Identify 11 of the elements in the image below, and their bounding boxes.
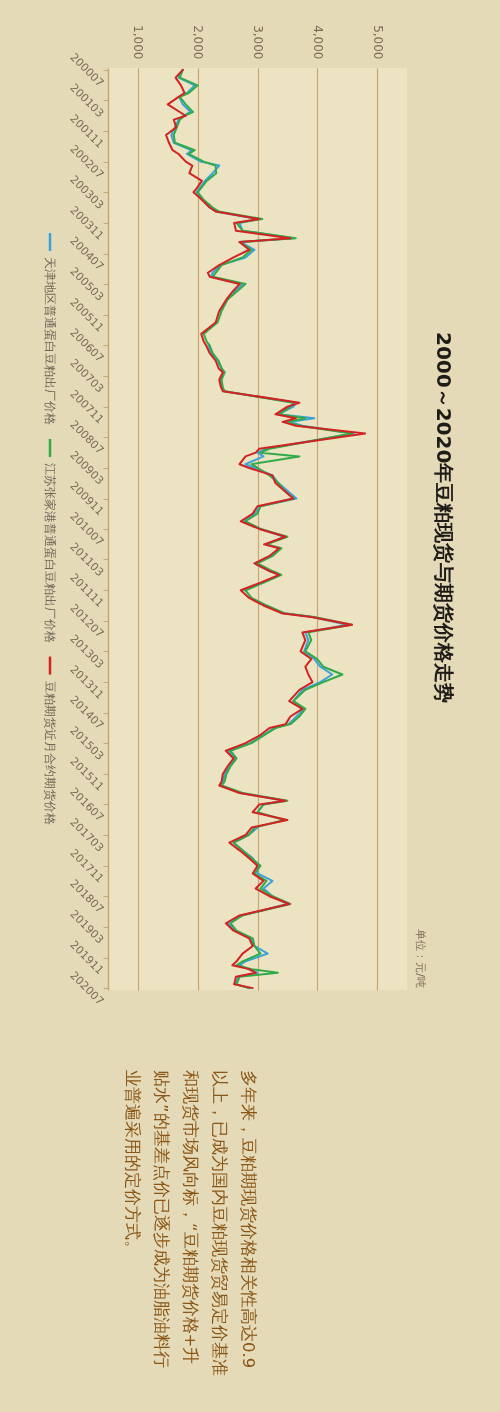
x-tick-label: 2,000 <box>191 25 206 60</box>
text: 多年来，豆粕期现货价格相关性高达0.9以上，已成为国内豆粕现货贸易定价基准和现货市场风向标，“豆粕期货价格+升贴水”的基差点价已逐步成为油脂油料行业普遍采用的定价方式。 <box>123 1070 258 1376</box>
x-tick-label: 3,000 <box>251 25 265 60</box>
x-tick-label: 1,000 <box>131 25 146 60</box>
legend-label: 天津地区普通蛋白豆粕出厂价格 <box>43 257 57 425</box>
legend-label: 豆粕期货近月合约期货价格 <box>43 680 57 825</box>
x-tick-label: 5,000 <box>370 25 385 60</box>
legend-label: 江苏张家港普通蛋白豆粕出厂价格 <box>43 462 57 643</box>
text: 单位：元/吨 <box>414 929 427 988</box>
x-tick-label: 4,000 <box>310 25 325 60</box>
text: 2000～2020年豆粕现货与期货价格走势 <box>432 332 456 704</box>
